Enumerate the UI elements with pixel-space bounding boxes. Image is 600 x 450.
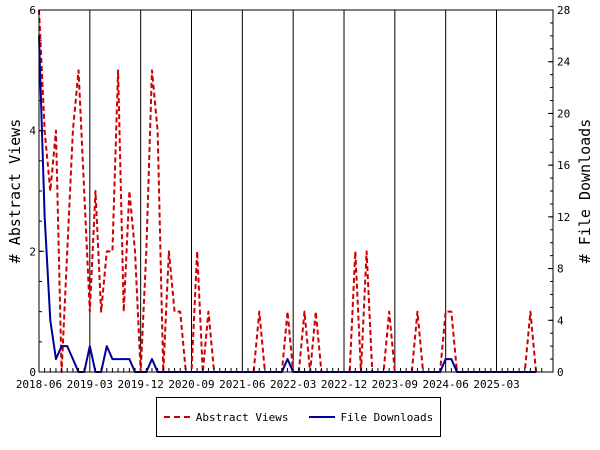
legend-item-abstract-views: Abstract Views [163,410,289,424]
x-tick-label: 2023-09 [372,378,418,391]
legend-label-file-downloads: File Downloads [340,410,434,424]
x-tick-label: 2019-12 [117,378,163,391]
legend: Abstract Views File Downloads [156,397,441,437]
dual-axis-line-chart: 2018-06 2019-03 2019-12 2020-09 2021-06 2022-… [6,4,594,391]
x-tick-label: 2020-09 [168,378,214,391]
legend-swatch-dashed-red [163,416,190,418]
legend-swatch-solid-blue [308,416,335,418]
y-left-tick-label: 0 [29,366,36,379]
y-axis-title-right: # File Downloads [576,119,594,264]
y-right-tick-label: 0 [557,366,564,379]
x-tick-label: 2022-03 [270,378,316,391]
x-tick-label: 2021-06 [219,378,265,391]
legend-item-file-downloads: File Downloads [308,410,434,424]
x-tick-label: 2022-12 [321,378,367,391]
y-right-tick-label: 4 [557,314,564,327]
series-layer [38,9,538,373]
x-tick-label: 2025-03 [473,378,519,391]
y-left-tick-label: 6 [29,4,36,17]
y-left-tick-label: 4 [29,125,36,138]
series-line-abstract-views [38,9,538,373]
plot-area-frame [38,9,554,373]
y-right-tick-label: 16 [557,159,570,172]
y-axis-title-left: # Abstract Views [6,119,24,264]
y-right-tick-label: 12 [557,211,570,224]
x-tick-label: 2018-06 [16,378,62,391]
legend-label-abstract-views: Abstract Views [195,410,289,424]
grid-lines [38,10,498,372]
y-right-tick-label: 8 [557,263,564,276]
x-tick-label: 2024-06 [423,378,469,391]
y-right-tick-label: 28 [557,4,570,17]
series-line-file-downloads [38,35,537,373]
y-right-tick-label: 24 [557,56,571,69]
y-left-tick-label: 2 [29,245,36,258]
x-tick-label: 2019-03 [67,378,113,391]
axis-ticks: 2018-06 2019-03 2019-12 2020-09 2021-06 2022-… [16,4,571,391]
y-right-tick-label: 20 [557,107,570,120]
